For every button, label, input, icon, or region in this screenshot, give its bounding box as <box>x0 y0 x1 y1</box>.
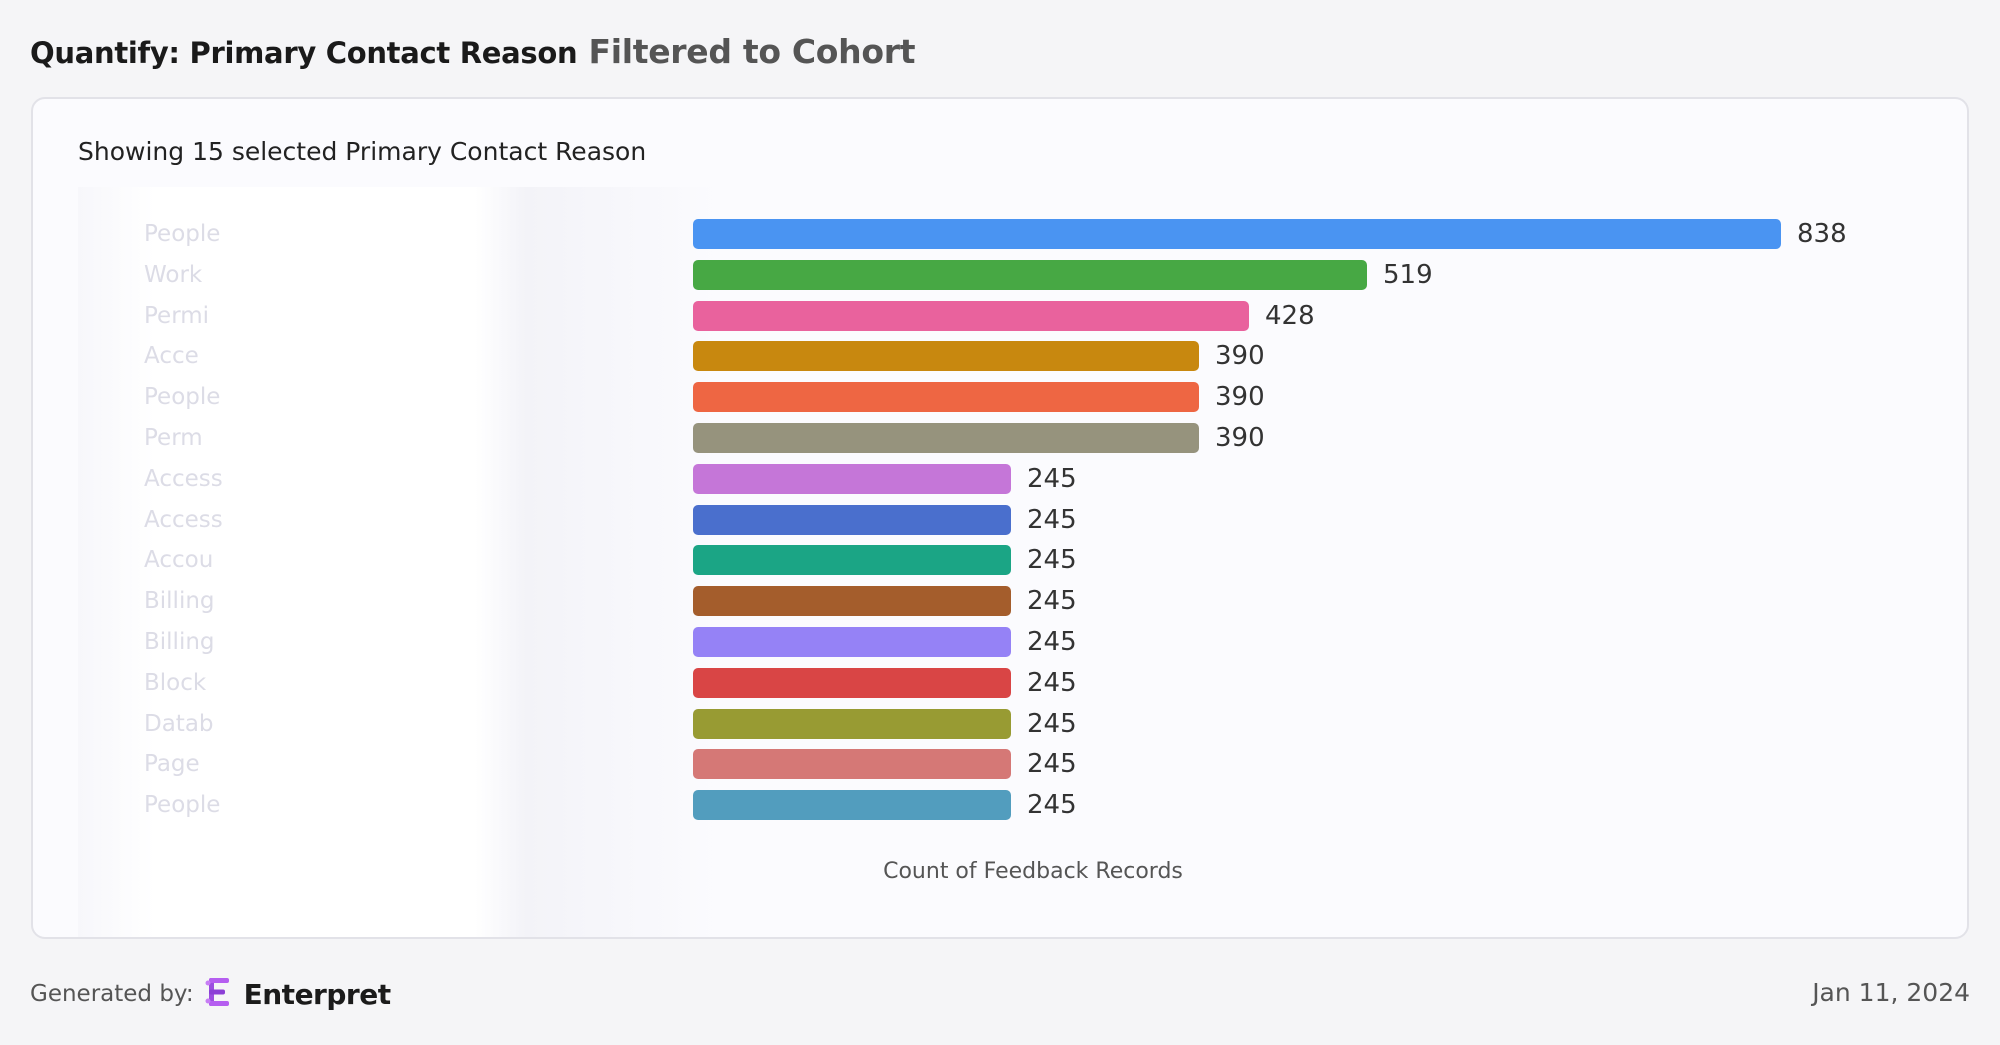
bar-value-label: 245 <box>1027 504 1077 535</box>
category-label: Access <box>144 465 223 492</box>
category-label: Datab <box>144 710 214 737</box>
category-label: Access <box>144 506 223 533</box>
generated-by-label: Generated by: <box>30 981 194 1007</box>
page-subtitle: Filtered to Cohort <box>588 32 916 71</box>
bar-value-label: 838 <box>1797 219 1847 249</box>
bar-value-label: 245 <box>1027 463 1077 494</box>
chart-bar[interactable] <box>693 504 1011 535</box>
chart-bar[interactable] <box>693 749 1011 780</box>
page-title: Quantify: Primary Contact Reason <box>30 36 578 70</box>
bar-value-label: 390 <box>1215 423 1265 453</box>
bar-value-label: 245 <box>1027 586 1077 617</box>
chart-bar[interactable] <box>693 586 1011 617</box>
chart-bar[interactable] <box>693 300 1249 331</box>
chart-bar[interactable] <box>693 627 1011 657</box>
chart-bar[interactable] <box>693 545 1011 576</box>
chart-bar[interactable] <box>693 423 1199 453</box>
report-date: Jan 11, 2024 <box>1812 978 1970 1007</box>
category-label: Perm <box>144 425 203 451</box>
chart-bar[interactable] <box>693 259 1367 290</box>
chart-bar[interactable] <box>693 463 1011 494</box>
chart-bar[interactable] <box>693 219 1781 249</box>
chart-bar[interactable] <box>693 667 1011 698</box>
bar-value-label: 390 <box>1215 382 1265 413</box>
bar-value-label: 245 <box>1027 708 1077 739</box>
category-label: Work <box>144 261 203 288</box>
bar-value-label: 245 <box>1027 545 1077 576</box>
chart-bar[interactable] <box>693 382 1199 413</box>
bar-value-label: 245 <box>1027 627 1077 657</box>
bar-value-label: 245 <box>1027 667 1077 698</box>
chart-title: Showing 15 selected Primary Contact Reas… <box>78 137 647 166</box>
category-label: Billing <box>144 588 215 615</box>
chart-card: Showing 15 selected Primary Contact Reas… <box>31 97 1969 939</box>
category-label: Acce <box>144 343 199 370</box>
category-label: Block <box>144 669 207 696</box>
category-label: Billing <box>144 629 215 655</box>
chart-bar[interactable] <box>693 341 1199 372</box>
brand-name: Enterpret <box>243 977 391 1011</box>
page-header: Quantify: Primary Contact Reason Filtere… <box>30 32 915 71</box>
enterpret-logo-icon <box>204 975 234 1013</box>
bar-value-label: 428 <box>1265 300 1315 331</box>
footer-generated-by: Generated by: Enterpret <box>30 975 391 1013</box>
category-label: People <box>144 384 221 411</box>
bar-value-label: 519 <box>1383 259 1433 290</box>
chart-bar[interactable] <box>693 708 1011 739</box>
bar-value-label: 390 <box>1215 341 1265 372</box>
category-label: Accou <box>144 547 214 574</box>
category-label: People <box>144 221 221 247</box>
category-labels-panel <box>78 187 718 937</box>
bar-value-label: 245 <box>1027 749 1077 780</box>
category-label: Permi <box>144 302 210 329</box>
bar-value-label: 245 <box>1027 790 1077 821</box>
x-axis-label: Count of Feedback Records <box>883 859 1183 884</box>
chart-bar[interactable] <box>693 790 1011 821</box>
category-label: People <box>144 792 221 819</box>
category-label: Page <box>144 751 200 778</box>
